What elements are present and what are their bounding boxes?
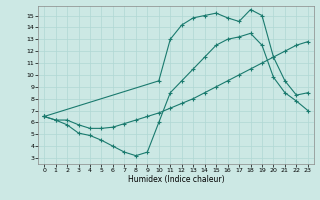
X-axis label: Humidex (Indice chaleur): Humidex (Indice chaleur) [128,175,224,184]
